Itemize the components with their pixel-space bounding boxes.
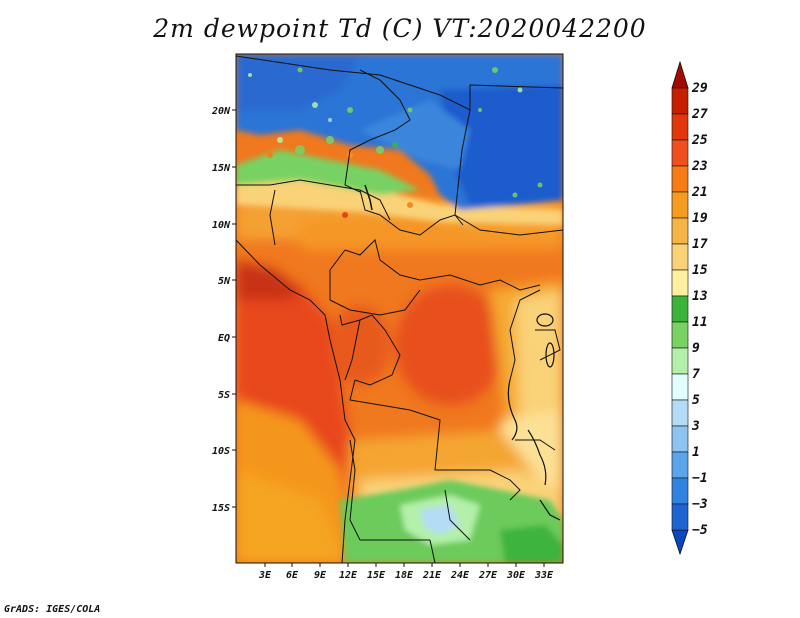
colorbar-top-arrow (671, 60, 689, 89)
colorbar-label: 11 (692, 315, 708, 330)
lon-label: 33E (534, 570, 554, 581)
colorbar-label: 19 (692, 211, 708, 226)
map-border (235, 53, 564, 564)
colorbar-swatch (671, 191, 689, 219)
country-borders (236, 55, 563, 563)
map-title: 2m dewpoint Td (C) VT:2020042200 (153, 14, 647, 43)
colorbar-swatch (671, 451, 689, 479)
colorbar-swatch (671, 165, 689, 193)
colorbar-swatch (671, 425, 689, 453)
lon-label: 6E (286, 570, 299, 581)
colorbar-label: 29 (691, 81, 708, 96)
lon-label: 15E (367, 570, 386, 581)
colorbar-label: 15 (692, 263, 708, 278)
colorbar-swatch (671, 113, 689, 141)
lat-label: 5S (218, 390, 230, 401)
colorbar-swatch (671, 321, 689, 349)
colorbar-label: −1 (692, 471, 708, 486)
colorbar-label: 1 (692, 445, 700, 460)
grads-credit: GrADS: IGES/COLA (4, 604, 101, 615)
lon-label: 30E (506, 570, 526, 581)
colorbar-swatch (671, 139, 689, 167)
colorbar-label: −3 (692, 497, 708, 512)
dewpoint-field (236, 54, 563, 563)
colorbar-label: 3 (691, 419, 700, 434)
lat-label: 15N (212, 163, 231, 174)
lat-label: 5N (218, 276, 231, 287)
coastline (236, 239, 356, 563)
convective-speckles (248, 67, 543, 218)
lon-label: 3E (258, 570, 272, 581)
lon-label: 24E (450, 570, 470, 581)
lon-label: 12E (339, 570, 358, 581)
colorbar-label: 13 (692, 289, 708, 304)
lat-label: 10N (212, 220, 231, 231)
colorbar-swatch (671, 295, 689, 323)
lat-axis: 20N 15N 10N 5N EQ 5S 10S 15S (211, 106, 236, 514)
colorbar-label: 23 (691, 159, 708, 174)
colorbar-label: 25 (691, 133, 708, 148)
colorbar-label: 7 (692, 367, 700, 382)
lat-label: 20N (211, 106, 231, 117)
colorbar-swatch (671, 217, 689, 245)
lon-label: 27E (478, 570, 498, 581)
colorbar-label: 5 (692, 393, 700, 408)
colorbar-swatch (671, 269, 689, 297)
colorbar-label: 27 (691, 107, 708, 122)
colorbar-swatch (671, 87, 689, 115)
lat-label: 15S (212, 503, 230, 514)
colorbar-swatch (671, 503, 689, 531)
lon-label: 9E (314, 570, 327, 581)
colorbar-label: 21 (691, 185, 708, 200)
map-frame (235, 53, 564, 564)
lon-label: 21E (422, 570, 442, 581)
colorbar: 29 27 25 23 21 19 17 15 13 11 9 7 5 3 1 … (671, 60, 708, 556)
colorbar-label: 17 (692, 237, 708, 252)
lon-label: 18E (395, 570, 414, 581)
colorbar-swatch (671, 347, 689, 375)
colorbar-swatch (671, 399, 689, 427)
great-lakes (507, 313, 561, 521)
lake-chad (364, 184, 373, 211)
lat-label: 10S (212, 446, 230, 457)
colorbar-swatch (671, 373, 689, 401)
colorbar-label: 9 (692, 341, 700, 356)
colorbar-label: −5 (692, 523, 708, 538)
colorbar-bottom-arrow (671, 529, 689, 556)
colorbar-swatch (671, 243, 689, 271)
lon-axis: 3E 6E 9E 12E 15E 18E 21E 24E 27E 30E 33E (258, 563, 554, 581)
lat-label: EQ (218, 333, 230, 344)
colorbar-swatch (671, 477, 689, 505)
